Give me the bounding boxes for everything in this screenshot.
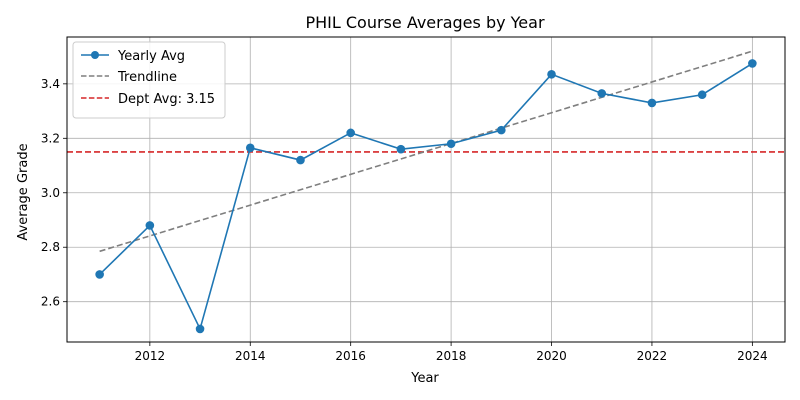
legend-label-dept-avg: Dept Avg: 3.15 (118, 92, 215, 107)
yearly-avg-point (647, 98, 657, 108)
yearly-avg-point (145, 221, 155, 230)
y-tick-label: 2.8 (41, 240, 60, 254)
yearly-avg-point (497, 125, 506, 135)
yearly-avg-series (99, 62, 753, 332)
x-axis-ticks: 2012 2014 2016 2018 2020 2022 2024 (135, 342, 768, 363)
y-axis-ticks: 2.6 2.8 3.0 3.2 3.4 (41, 77, 67, 309)
legend-box (72, 41, 226, 119)
y-axis-label: Average Grade (16, 143, 31, 240)
yearly-avg-point (346, 128, 355, 138)
legend: Yearly Avg Trendline Dept Avg: 3.15 (72, 41, 226, 119)
x-axis-label: Year (410, 371, 439, 386)
plot-frame (66, 36, 786, 343)
x-tick-label: 2018 (436, 349, 467, 363)
y-tick-label: 3.4 (41, 77, 60, 91)
legend-label-trendline: Trendline (117, 70, 177, 85)
yearly-avg-point (748, 59, 757, 68)
series-layer (95, 50, 757, 334)
x-tick-label: 2022 (637, 349, 668, 363)
legend-marker-yearly-avg (91, 51, 99, 59)
yearly-avg-point (547, 70, 556, 79)
legend-label-yearly-avg: Yearly Avg (117, 49, 185, 64)
yearly-avg-point (446, 139, 456, 149)
trendline-series (99, 50, 753, 253)
yearly-avg-point (697, 90, 707, 100)
x-tick-label: 2016 (335, 349, 366, 363)
yearly-avg-point (597, 89, 607, 98)
yearly-avg-point (396, 144, 406, 154)
x-tick-label: 2024 (737, 349, 768, 363)
y-tick-label: 2.6 (41, 295, 60, 309)
y-tick-label: 3.2 (41, 131, 60, 145)
yearly-avg-point (245, 143, 255, 153)
x-tick-label: 2012 (135, 349, 166, 363)
y-tick-label: 3.0 (41, 186, 60, 200)
x-tick-label: 2020 (536, 349, 567, 363)
chart-title: PHIL Course Averages by Year (305, 13, 544, 32)
yearly-avg-point (95, 270, 104, 279)
yearly-avg-point (195, 324, 205, 334)
yearly-avg-point (296, 155, 305, 165)
x-tick-label: 2014 (235, 349, 266, 363)
